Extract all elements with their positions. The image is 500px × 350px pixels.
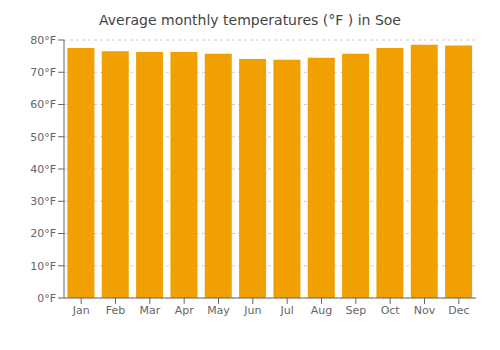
svg-text:Sep: Sep — [345, 304, 366, 317]
svg-text:Apr: Apr — [175, 304, 195, 317]
svg-text:Jun: Jun — [243, 304, 261, 317]
svg-text:Dec: Dec — [448, 304, 469, 317]
svg-text:Mar: Mar — [139, 304, 160, 317]
svg-text:May: May — [207, 304, 230, 317]
svg-text:Feb: Feb — [106, 304, 125, 317]
svg-text:Nov: Nov — [414, 304, 436, 317]
html-text:Average monthly temperatures (: Average monthly temperatures (°F ) in So… — [99, 12, 401, 28]
svg-text:80°F: 80°F — [30, 34, 56, 47]
svg-text:20°F: 20°F — [30, 227, 56, 240]
svg-text:Jan: Jan — [72, 304, 90, 317]
svg-text:60°F: 60°F — [30, 98, 56, 111]
svg-text:50°F: 50°F — [30, 131, 56, 144]
svg-text:70°F: 70°F — [30, 66, 56, 79]
svg-text:0°F: 0°F — [37, 292, 56, 305]
svg-text:Jul: Jul — [280, 304, 294, 317]
svg-text:40°F: 40°F — [30, 163, 56, 176]
svg-text:Oct: Oct — [381, 304, 401, 317]
svg-text:10°F: 10°F — [30, 260, 56, 273]
svg-text:30°F: 30°F — [30, 195, 56, 208]
svg-text:Aug: Aug — [311, 304, 332, 317]
